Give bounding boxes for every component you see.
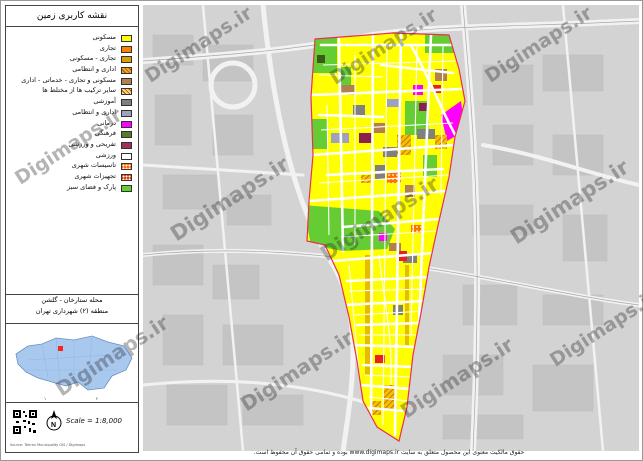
- legend-swatch: [121, 35, 132, 42]
- legend-label: تفریحی و ورزشی: [68, 139, 116, 148]
- legend-swatch: [121, 99, 132, 107]
- legend-item: تفریحی و ورزشی: [6, 139, 138, 152]
- copyright-note: حقوق مالکیت معنوی این محصول متعلق به سای…: [253, 449, 525, 456]
- locator-map: ۱ ۲: [8, 324, 136, 402]
- legend-label: آموزشی: [93, 97, 116, 106]
- legend-swatch: [121, 45, 132, 53]
- legend-list: مسکونی تجاری تجاری - مسکونی اداری و انتظامی…: [6, 33, 138, 195]
- legend-swatch: [121, 77, 132, 85]
- legend-label: مسکونی: [92, 33, 116, 41]
- qr-code-icon: [12, 409, 38, 435]
- legend-item: پارک و فضای سبز: [6, 182, 138, 195]
- region-name: محله ستارخان - گلشن: [41, 296, 103, 304]
- legend-item: آموزشی: [6, 97, 138, 109]
- legend-swatch: [121, 173, 132, 181]
- legend-label: تجهیزات شهری: [74, 171, 116, 180]
- legend-label: پارک و فضای سبز: [67, 182, 116, 191]
- region-info: محله ستارخان - گلشن منطقه (۲) شهرداری ته…: [6, 294, 138, 324]
- legend-swatch: [121, 131, 132, 139]
- legend-item: درمانی: [6, 118, 138, 131]
- credits-text: Source: Tehran Municipality GIS / Digima…: [10, 443, 86, 447]
- legend-label: سایر ترکیب ها از مختلط ها: [42, 86, 116, 95]
- legend-item: مسکونی: [6, 33, 138, 45]
- locator-label-2: ۲: [96, 396, 98, 401]
- legend-item: تاسیسات شهری: [6, 161, 138, 173]
- legend-swatch: [121, 184, 132, 192]
- legend-title: نقشه کاربری زمین: [6, 6, 138, 27]
- legend-label: تاسیسات شهری: [71, 161, 116, 170]
- legend-item: تجهیزات شهری: [6, 171, 138, 184]
- locator-highlight: [58, 346, 63, 351]
- legend-panel: نقشه کاربری زمین مسکونی تجاری تجاری - مسکو…: [5, 5, 139, 453]
- legend-item: اداری و انتظامی: [6, 65, 138, 77]
- legend-item: سایر ترکیب ها از مختلط ها: [6, 86, 138, 98]
- study-boundary: [306, 32, 466, 442]
- legend-label: اداری و انتظامی: [72, 107, 116, 116]
- district-name: منطقه (۲) شهرداری تهران: [35, 307, 109, 315]
- legend-swatch: [121, 109, 132, 117]
- svg-text:N: N: [51, 422, 56, 429]
- legend-label: تجاری - مسکونی: [69, 54, 116, 63]
- north-arrow-icon: N: [46, 410, 62, 431]
- legend-item: ورزشی: [6, 150, 138, 163]
- legend-label: اداری و انتظامی: [72, 65, 116, 74]
- legend-item: فرهنگی: [6, 129, 138, 141]
- legend-item: اداری و انتظامی: [6, 107, 138, 120]
- legend-swatch: [121, 120, 132, 128]
- legend-label: فرهنگی: [94, 129, 116, 138]
- locator-label-1: ۱: [44, 396, 46, 401]
- legend-swatch: [121, 56, 132, 64]
- scale-label: Scale = 1:8,000: [66, 417, 122, 425]
- legend-item: تجاری: [6, 43, 138, 56]
- legend-swatch: [121, 67, 132, 75]
- legend-item: تجاری - مسکونی: [6, 54, 138, 66]
- legend-label: ورزشی: [95, 150, 116, 159]
- legend-label: تجاری: [99, 43, 116, 52]
- legend-label: درمانی: [97, 118, 116, 127]
- study-area: [306, 32, 466, 442]
- legend-swatch: [121, 152, 132, 160]
- land-use-map: [143, 5, 639, 451]
- legend-swatch: [121, 163, 132, 171]
- legend-swatch: [121, 88, 132, 96]
- legend-swatch: [121, 141, 132, 149]
- legend-label: مسکونی و تجاری - خدماتی - اداری: [21, 75, 116, 84]
- map-info-box: N Scale = 1:8,000 Source: Tehran Municip…: [6, 402, 138, 453]
- legend-item: مسکونی و تجاری - خدماتی - اداری: [6, 75, 138, 88]
